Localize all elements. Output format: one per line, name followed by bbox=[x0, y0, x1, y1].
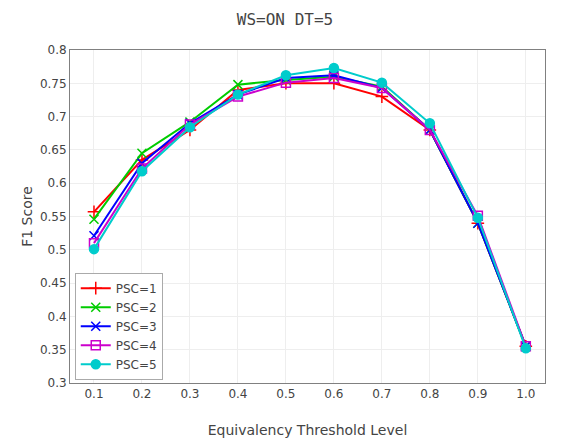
svg-text:0.35: 0.35 bbox=[40, 343, 67, 357]
svg-text:PSC=5: PSC=5 bbox=[116, 358, 157, 372]
svg-text:PSC=3: PSC=3 bbox=[116, 320, 157, 334]
svg-text:0.75: 0.75 bbox=[40, 77, 67, 91]
svg-text:1.0: 1.0 bbox=[516, 387, 535, 401]
svg-text:0.4: 0.4 bbox=[48, 310, 67, 324]
svg-text:WS=ON DT=5: WS=ON DT=5 bbox=[237, 10, 333, 29]
svg-text:0.55: 0.55 bbox=[40, 210, 67, 224]
svg-text:Equivalency Threshold Level: Equivalency Threshold Level bbox=[208, 422, 408, 438]
svg-text:0.6: 0.6 bbox=[48, 176, 67, 190]
svg-text:0.2: 0.2 bbox=[132, 387, 151, 401]
svg-text:PSC=2: PSC=2 bbox=[116, 301, 157, 315]
svg-text:0.9: 0.9 bbox=[468, 387, 487, 401]
svg-text:PSC=1: PSC=1 bbox=[116, 282, 157, 296]
svg-text:0.1: 0.1 bbox=[84, 387, 103, 401]
svg-text:0.3: 0.3 bbox=[180, 387, 199, 401]
svg-text:0.5: 0.5 bbox=[276, 387, 295, 401]
svg-text:0.6: 0.6 bbox=[324, 387, 343, 401]
svg-text:0.45: 0.45 bbox=[40, 276, 67, 290]
svg-text:0.5: 0.5 bbox=[48, 243, 67, 257]
svg-text:0.65: 0.65 bbox=[40, 143, 67, 157]
svg-text:0.7: 0.7 bbox=[48, 110, 67, 124]
svg-text:0.8: 0.8 bbox=[420, 387, 439, 401]
svg-text:0.4: 0.4 bbox=[228, 387, 247, 401]
svg-text:0.7: 0.7 bbox=[372, 387, 391, 401]
svg-text:0.8: 0.8 bbox=[48, 43, 67, 57]
svg-text:0.3: 0.3 bbox=[48, 376, 67, 390]
svg-text:PSC=4: PSC=4 bbox=[116, 339, 157, 353]
svg-text:F1 Score: F1 Score bbox=[19, 186, 35, 247]
